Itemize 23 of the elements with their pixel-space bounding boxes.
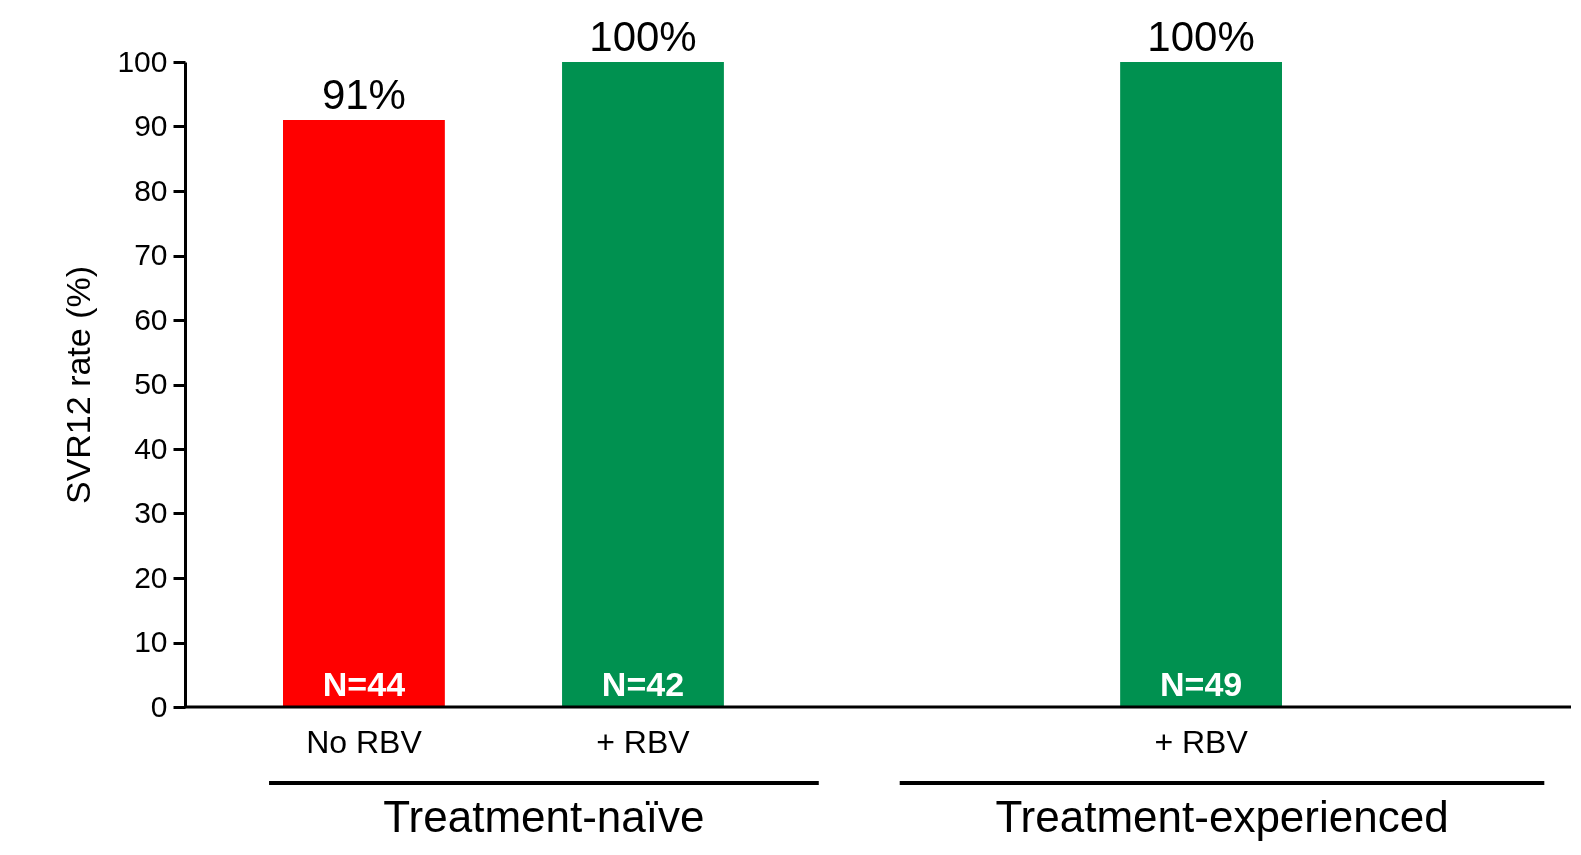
y-tick-label: 80 (134, 173, 168, 207)
y-tick-label: 10 (134, 625, 168, 658)
y-tick-label: 20 (134, 560, 168, 594)
y-tick-label: 50 (134, 367, 168, 400)
y-tick-label: 100 (117, 44, 168, 78)
data-label: 91% (321, 71, 406, 119)
text: Treatment-experienced (995, 792, 1449, 841)
x-tick-label: + RBV (1154, 723, 1249, 760)
y-tick-label: 30 (134, 496, 168, 529)
y-tick-label: 90 (134, 109, 168, 142)
x-tick-label: No RBV (306, 723, 423, 760)
y-tick-label: 60 (134, 302, 168, 336)
text: Treatment-naïve (383, 792, 705, 841)
annotation: N=44 (322, 665, 406, 703)
data-label: 100% (589, 13, 697, 60)
y-tick-label: 70 (134, 238, 168, 271)
y-tick-label: 40 (134, 431, 168, 465)
y-tick-label: 0 (150, 689, 168, 723)
x-tick-label: + RBV (596, 723, 691, 760)
annotation: N=49 (1159, 665, 1243, 703)
y-axis-title: SVR12 rate (%) (59, 265, 98, 505)
annotation: N=42 (601, 665, 685, 703)
data-label: 100% (1147, 13, 1255, 60)
